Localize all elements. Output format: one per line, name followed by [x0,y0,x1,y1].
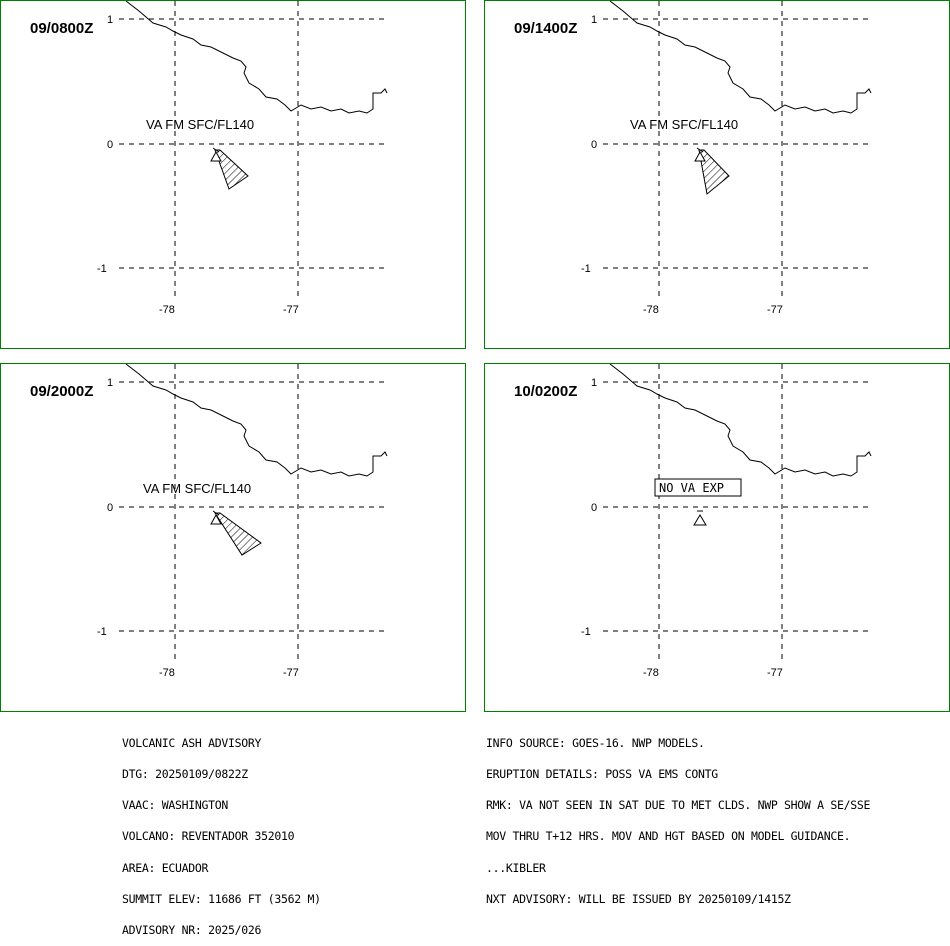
lon-tick-78: -78 [643,304,659,316]
lon-tick-77: -77 [283,667,299,679]
map-svg: 1 0 -1 -78 -77 VA FM SFC/FL140 [97,1,388,316]
lat-tick-minus1: -1 [97,626,107,638]
lat-tick-1: 1 [107,377,113,389]
grid-lines [603,364,871,659]
va-label: VA FM SFC/FL140 [630,117,738,132]
lon-tick-77: -77 [283,304,299,316]
lat-tick-1: 1 [107,14,113,26]
lat-tick-1: 1 [591,377,597,389]
lat-tick-0: 0 [591,139,597,151]
coastline [125,1,388,114]
lon-tick-78: -78 [643,667,659,679]
no-va-box: NO VA EXP [654,478,742,497]
lon-tick-77: -77 [767,304,783,316]
advisory-line: VOLCANO: REVENTADOR 352010 [122,829,295,844]
ash-plume [214,149,249,190]
advisory-line: VAAC: WASHINGTON [122,798,228,813]
advisory-line: NXT ADVISORY: WILL BE ISSUED BY 20250109… [486,891,791,906]
map-panel-1: 09/0800Z 1 0 -1 -78 -77 VA FM SFC/FL140 [0,0,466,349]
advisory-line: MOV THRU T+12 HRS. MOV AND HGT BASED ON … [486,829,851,844]
lat-tick-0: 0 [107,139,113,151]
lon-tick-78: -78 [159,667,175,679]
coastline [609,1,872,114]
advisory-left-block: VOLCANIC ASH ADVISORY DTG: 20250109/0822… [122,717,321,946]
advisory-line: AREA: ECUADOR [122,860,209,875]
advisory-line: ...KIBLER [486,860,546,875]
advisory-line: RMK: VA NOT SEEN IN SAT DUE TO MET CLDS.… [486,798,871,813]
advisory-line: SUMMIT ELEV: 11686 FT (3562 M) [122,891,321,906]
volcano-icon [210,510,222,525]
advisory-line: VOLCANIC ASH ADVISORY [122,735,262,750]
advisory-line: ERUPTION DETAILS: POSS VA EMS CONTG [486,767,718,782]
coastline [609,364,872,477]
no-va-label: NO VA EXP [659,481,724,495]
lat-tick-minus1: -1 [581,263,591,275]
lat-tick-0: 0 [107,502,113,514]
volcano-icon [693,510,707,526]
va-label: VA FM SFC/FL140 [143,481,251,496]
map-panel-3: 09/2000Z 1 0 -1 -78 -77 VA FM SFC/FL140 [0,363,466,712]
grid-lines [119,364,387,659]
panel-time: 10/0200Z [514,383,578,400]
volcano-icon [210,147,222,162]
lon-tick-78: -78 [159,304,175,316]
ash-plume [214,512,262,556]
grid-lines [603,1,871,296]
panel-time: 09/0800Z [30,20,94,37]
grid-lines [119,1,387,296]
advisory-line: DTG: 20250109/0822Z [122,767,248,782]
map-svg: 1 0 -1 -78 -77 VA FM SFC/FL140 [97,364,388,679]
panel-time: 09/1400Z [514,20,578,37]
map-panel-4: 10/0200Z 1 0 -1 -78 -77 NO VA EXP [484,363,950,712]
lat-tick-1: 1 [591,14,597,26]
lat-tick-minus1: -1 [97,263,107,275]
lat-tick-minus1: -1 [581,626,591,638]
panel-time: 09/2000Z [30,383,94,400]
ash-plume [698,149,730,195]
lat-tick-0: 0 [591,502,597,514]
volcano-icon [694,147,706,162]
map-svg: 1 0 -1 -78 -77 NO VA EXP [581,364,872,679]
coastline [125,364,388,477]
lon-tick-77: -77 [767,667,783,679]
advisory-line: INFO SOURCE: GOES-16. NWP MODELS. [486,735,705,750]
advisory-line: ADVISORY NR: 2025/026 [122,923,262,938]
map-svg: 1 0 -1 -78 -77 VA FM SFC/FL140 [581,1,872,316]
va-label: VA FM SFC/FL140 [146,117,254,132]
advisory-right-block: INFO SOURCE: GOES-16. NWP MODELS. ERUPTI… [486,717,870,915]
map-panel-2: 09/1400Z 1 0 -1 -78 -77 VA FM SFC/FL140 [484,0,950,349]
